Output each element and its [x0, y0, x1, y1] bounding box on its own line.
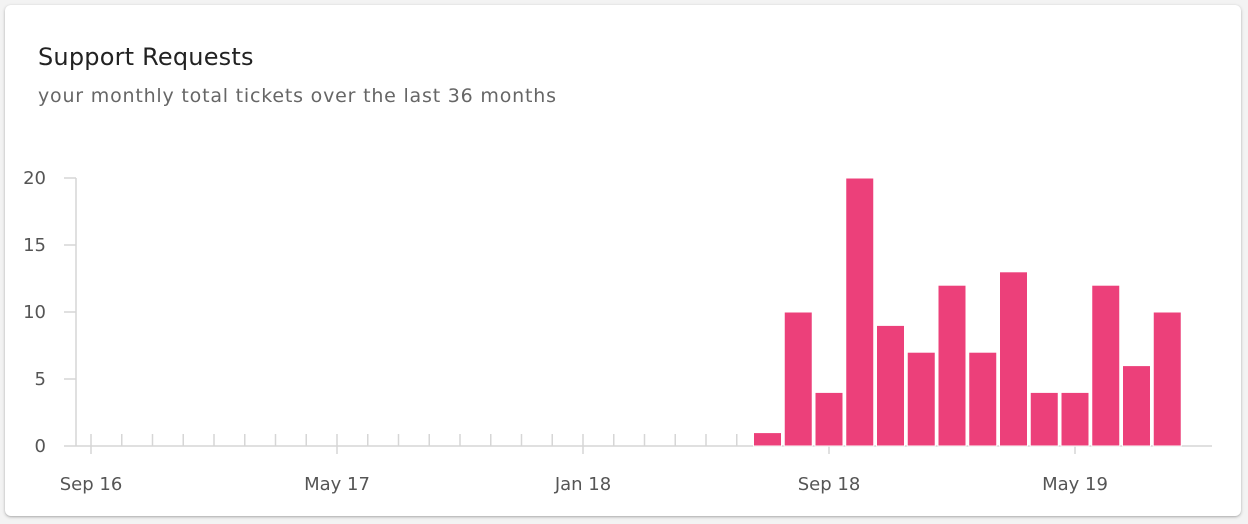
x-tick-label: May 19	[1042, 474, 1108, 495]
y-tick-label: 20	[23, 168, 46, 189]
x-tick-label: Jan 18	[554, 474, 611, 495]
bar-sep-18[interactable]	[814, 391, 844, 447]
bar-apr-19[interactable]	[1029, 391, 1059, 447]
y-axis: 0 5 10 15 20	[23, 168, 77, 457]
bar-jun-19[interactable]	[1091, 284, 1121, 447]
x-tick-label: May 17	[304, 474, 370, 495]
card-subtitle: your monthly total tickets over the last…	[38, 85, 557, 107]
bars	[753, 177, 1182, 447]
y-tick-label: 15	[23, 235, 46, 256]
bar-mar-19[interactable]	[999, 271, 1028, 447]
y-tick-label: 0	[35, 436, 46, 457]
bar-jan-19[interactable]	[937, 284, 967, 447]
bar-jul-18[interactable]	[753, 432, 782, 447]
bar-may-19[interactable]	[1060, 391, 1090, 447]
bar-jul-19[interactable]	[1122, 365, 1151, 447]
x-tick-label: Sep 16	[60, 474, 123, 495]
bar-aug-18[interactable]	[783, 311, 813, 447]
y-tick-label: 5	[35, 369, 46, 390]
bar-dec-18[interactable]	[906, 351, 936, 447]
bar-aug-19[interactable]	[1152, 311, 1182, 447]
bar-oct-18[interactable]	[845, 177, 875, 447]
card-title: Support Requests	[38, 43, 254, 71]
x-tick-label: Sep 18	[798, 474, 861, 495]
x-axis: Sep 16 May 17 Jan 18 Sep 18 May 19	[60, 434, 1212, 495]
y-tick-label: 10	[23, 302, 46, 323]
support-requests-card: Support Requests your monthly total tick…	[5, 5, 1241, 516]
bar-feb-19[interactable]	[968, 351, 998, 447]
bar-nov-18[interactable]	[876, 324, 905, 447]
